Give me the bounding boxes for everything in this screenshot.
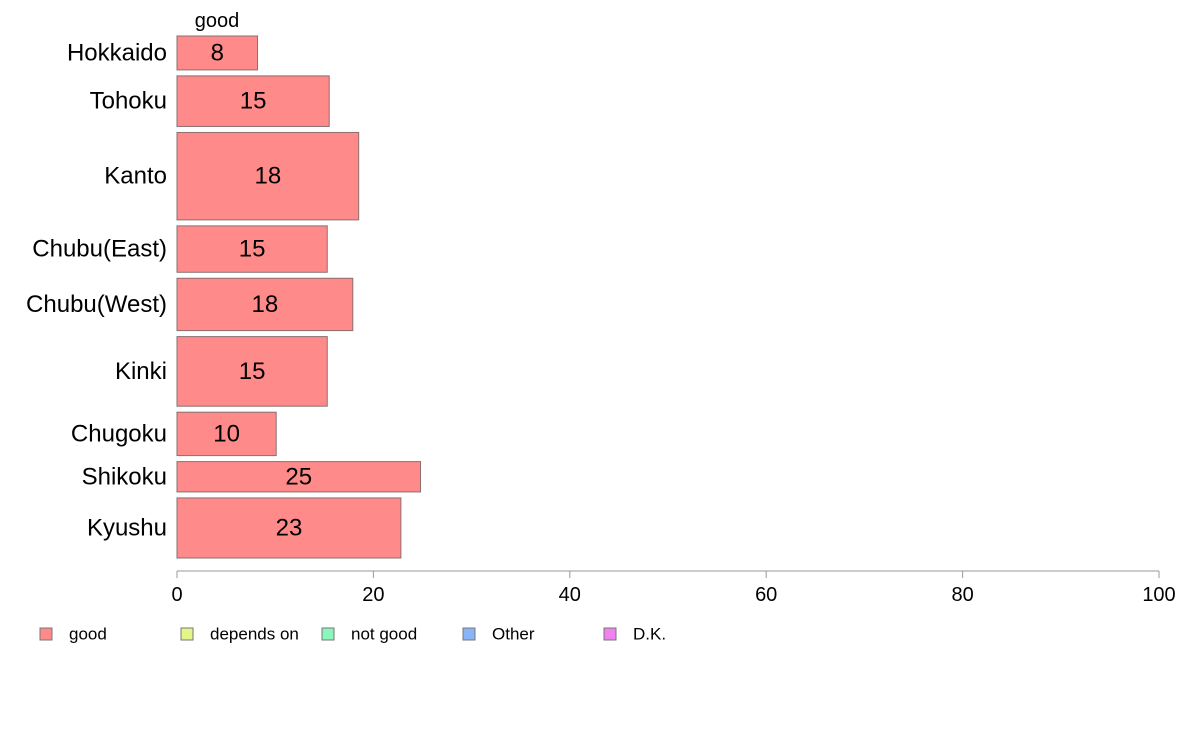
- bar-good: [176, 225, 328, 273]
- x-tick-label: 60: [755, 584, 777, 606]
- data-label: 15: [239, 236, 266, 263]
- category-label: Chubu(West): [26, 291, 167, 318]
- bar-good: [176, 75, 330, 127]
- x-tick-label: 40: [559, 584, 581, 606]
- category-label: Hokkaido: [67, 39, 167, 66]
- data-label: 15: [239, 358, 266, 385]
- category-label: Kyushu: [87, 514, 167, 541]
- bars-layer: good Hokkaido 8 Tohoku 15 Kanto 18 Chubu(East) 1…: [26, 10, 422, 559]
- bar-good: [176, 497, 402, 559]
- legend-swatch: [180, 627, 194, 641]
- legend-item: depends on: [180, 625, 299, 644]
- category-label: Chubu(East): [32, 236, 167, 263]
- category-label: Kanto: [104, 163, 167, 190]
- data-label: 25: [285, 463, 312, 490]
- data-label: 18: [252, 291, 279, 318]
- legend-item: Other: [462, 625, 535, 644]
- legend-item: not good: [321, 625, 417, 644]
- legend-label: D.K.: [633, 625, 666, 644]
- x-tick-label: 80: [951, 584, 973, 606]
- legend: good depends on not good Other D.K.: [39, 625, 666, 644]
- x-axis: 0 20 40 60 80 100: [171, 570, 1176, 606]
- legend-label: Other: [492, 625, 535, 644]
- legend-swatch: [321, 627, 335, 641]
- data-label: 10: [213, 420, 240, 447]
- bar-good: [176, 461, 422, 493]
- legend-swatch: [603, 627, 617, 641]
- bar-good: [176, 411, 277, 457]
- data-label: 18: [254, 163, 281, 190]
- category-label: Kinki: [115, 358, 167, 385]
- bar-good: [176, 35, 259, 71]
- legend-label: good: [69, 625, 107, 644]
- category-label: Chugoku: [71, 420, 167, 447]
- legend-item: good: [39, 625, 107, 644]
- series-label-good: good: [195, 10, 240, 32]
- data-label: 8: [211, 39, 224, 66]
- x-tick-label: 0: [171, 584, 182, 606]
- data-label: 23: [276, 514, 303, 541]
- data-label: 15: [240, 88, 267, 115]
- bar-good: [176, 131, 360, 221]
- legend-label: not good: [351, 625, 417, 644]
- legend-item: D.K.: [603, 625, 666, 644]
- x-tick-label: 100: [1142, 584, 1175, 606]
- category-label: Shikoku: [82, 463, 167, 490]
- bar-good: [176, 336, 328, 407]
- legend-label: depends on: [210, 625, 299, 644]
- category-label: Tohoku: [90, 88, 167, 115]
- legend-swatch: [39, 627, 53, 641]
- x-tick-label: 20: [362, 584, 384, 606]
- legend-swatch: [462, 627, 476, 641]
- bar-good: [176, 277, 354, 332]
